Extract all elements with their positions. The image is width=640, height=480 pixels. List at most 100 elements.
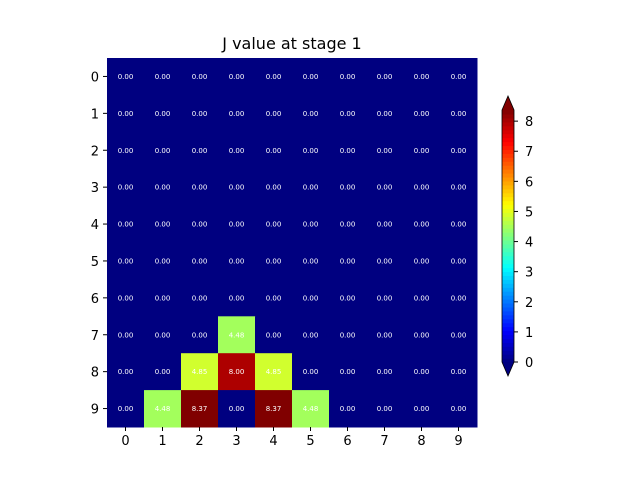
heatmap-cell [144,279,182,317]
cell-value-label: 0.00 [192,331,208,339]
heatmap-cell [440,131,478,170]
cell-value-label: 0.00 [192,73,208,81]
colorbar-segment [502,165,514,170]
cell-value-label: 0.00 [155,184,171,192]
heatmap-cell [329,58,367,96]
colorbar-segment [502,169,514,174]
heatmap-cell [403,353,441,391]
heatmap-cell [218,316,256,354]
colorbar-segment [502,236,514,241]
heatmap-cell [144,58,182,96]
cell-value-label: 0.00 [229,147,245,155]
cell-value-label: 0.00 [118,147,134,155]
cell-value-label: 0.00 [266,110,282,118]
heatmap-cell [366,242,404,280]
cell-value-label: 0.00 [192,110,208,118]
heatmap-cell [292,58,330,96]
colorbar-segment [502,350,514,355]
heatmap-cell [329,94,367,133]
colorbar-segment [502,184,514,190]
cell-value-label: 0.00 [155,110,171,118]
heatmap-cell [440,58,478,96]
colorbar-segment [502,330,514,336]
cell-value-label: 0.00 [377,331,393,339]
cell-value-label: 0.00 [303,294,319,302]
heatmap-cell [329,168,367,207]
heatmap-cell [440,316,478,354]
cell-value-label: 0.00 [118,73,134,81]
colorbar-segment [502,275,514,280]
colorbar-tick-label: 0 [525,356,533,371]
cell-value-label: 0.00 [192,147,208,155]
colorbar-segment [502,259,514,265]
cell-value-label: 8.37 [192,405,208,413]
cell-value-label: 0.00 [340,368,356,376]
x-tick-label: 7 [380,434,388,449]
heatmap-cell [403,390,441,428]
colorbar-tick-label: 2 [525,296,533,311]
heatmap-cell [329,131,367,170]
colorbar-tick-label: 6 [525,175,533,190]
heatmap-cell [440,168,478,207]
colorbar-segment [502,291,514,296]
colorbar-tick-label: 3 [525,266,533,281]
colorbar-segment [502,232,514,237]
cell-value-label: 8.37 [266,405,282,413]
colorbar-segment [502,314,514,320]
heatmap-cell [292,168,330,207]
heatmap-cell [181,131,219,170]
y-tick-label: 6 [91,292,99,307]
heatmap-cell [218,58,256,96]
heatmap-cell [403,131,441,170]
heatmap-cell [218,131,256,170]
heatmap-cell [107,168,145,207]
heatmap-cell [255,205,293,243]
heatmap-cell [403,205,441,243]
y-tick-label: 9 [91,403,99,418]
cell-value-label: 0.00 [192,184,208,192]
colorbar-segment [502,117,514,123]
cell-value-label: 0.00 [303,110,319,118]
heatmap-cell [181,390,219,428]
heatmap-cell [144,353,182,391]
heatmap-cell [218,205,256,243]
colorbar-segment [502,354,514,359]
x-tick-label: 6 [343,434,351,449]
colorbar-tick-label: 8 [525,115,533,130]
heatmap-cell [366,168,404,207]
cell-value-label: 0.00 [451,147,467,155]
heatmap-cell [366,205,404,243]
heatmap-cell [144,205,182,243]
heatmap-cell [292,94,330,133]
cell-value-label: 0.00 [451,405,467,413]
cell-value-label: 0.00 [155,147,171,155]
colorbar-segment [502,145,514,150]
colorbar-segment [502,137,514,143]
heatmap-cell [218,279,256,317]
colorbar-segment [502,228,514,233]
cell-value-label: 0.00 [266,257,282,265]
heatmap-cell [218,390,256,428]
colorbar-segment [502,287,514,292]
colorbar-segment [502,220,514,225]
x-tick-label: 4 [269,434,277,449]
cell-value-label: 0.00 [340,147,356,155]
heatmap-cell [181,242,219,280]
cell-value-label: 0.00 [414,257,430,265]
x-tick-label: 8 [417,434,425,449]
cell-value-label: 0.00 [266,73,282,81]
heatmap-cell [218,242,256,280]
colorbar-segment [502,216,514,221]
cell-value-label: 0.00 [451,294,467,302]
heatmap-cell [366,94,404,133]
cell-value-label: 0.00 [414,331,430,339]
cell-value-label: 0.00 [303,368,319,376]
y-tick-label: 7 [91,329,99,344]
y-tick-label: 0 [91,70,99,85]
cell-value-label: 0.00 [118,110,134,118]
colorbar-tick-label: 1 [525,326,533,341]
heatmap-cell [440,279,478,317]
cell-value-label: 0.00 [155,368,171,376]
cell-value-label: 0.00 [303,221,319,229]
cell-value-label: 0.00 [377,221,393,229]
